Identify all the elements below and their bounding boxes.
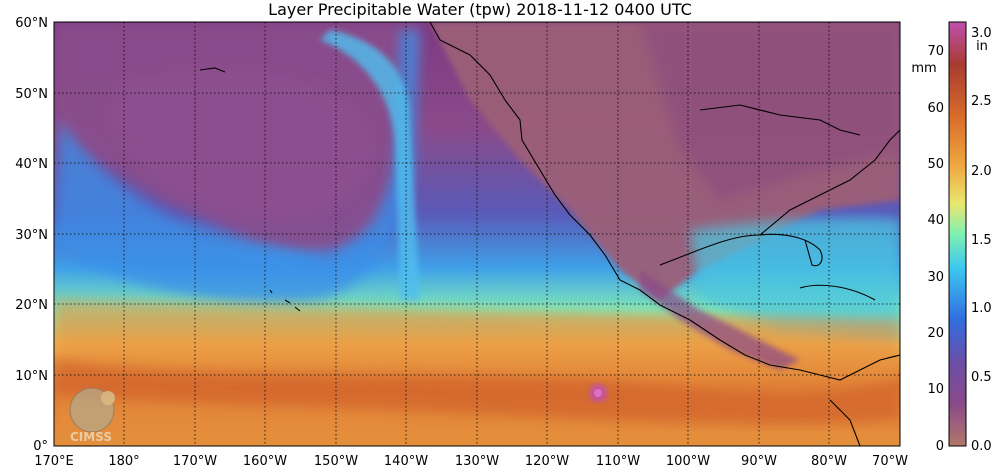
- mm-tick: 0: [936, 439, 944, 454]
- lon-label: 80°W: [811, 454, 847, 469]
- mm-tick: 20: [927, 326, 944, 341]
- lon-label: 90°W: [741, 454, 777, 469]
- in-ticks: 3.0 2.5 2.0 1.5 1.0 0.5 0.0: [971, 26, 992, 454]
- lat-label: 30°N: [15, 228, 48, 243]
- lon-label: 130°W: [455, 454, 499, 469]
- mm-tick: 50: [927, 157, 944, 172]
- lon-label: 170°E: [34, 454, 74, 469]
- lon-label: 70°W: [872, 454, 908, 469]
- in-tick: 1.5: [971, 233, 992, 248]
- lat-label: 10°N: [15, 369, 48, 384]
- lon-label: 150°W: [314, 454, 358, 469]
- in-tick: 0.5: [971, 370, 992, 385]
- map-frame: [53, 21, 901, 447]
- mm-tick: 40: [927, 213, 944, 228]
- colorbar-gradient: [948, 21, 967, 447]
- lon-label: 100°W: [666, 454, 710, 469]
- colorbar-mm-unit: mm: [911, 61, 936, 76]
- in-tick: 2.0: [971, 164, 992, 179]
- in-tick: 0.0: [971, 439, 992, 454]
- in-tick: 3.0: [971, 26, 992, 41]
- mm-ticks: 70 60 50 40 30 20 10 0: [927, 44, 944, 454]
- mm-tick: 70: [927, 44, 944, 59]
- lat-label: 0°: [33, 439, 48, 454]
- mm-tick: 30: [927, 270, 944, 285]
- colorbar: mm in 70 60 50 40 30 20 10 0 3.0 2.5 2.0…: [911, 21, 992, 454]
- lat-label: 50°N: [15, 87, 48, 102]
- lat-label: 20°N: [15, 298, 48, 313]
- coastline-overlay: [199, 22, 900, 446]
- longitude-labels: 170°E 180° 170°W 160°W 150°W 140°W 130°W…: [34, 454, 908, 469]
- lon-label: 160°W: [243, 454, 287, 469]
- lat-label: 40°N: [15, 157, 48, 172]
- latitude-labels: 60°N 50°N 40°N 30°N 20°N 10°N 0°: [15, 16, 48, 454]
- lon-label: 140°W: [384, 454, 428, 469]
- lon-label: 180°: [108, 454, 139, 469]
- lon-label: 110°W: [596, 454, 640, 469]
- lon-label: 120°W: [525, 454, 569, 469]
- map-title: Layer Precipitable Water (tpw) 2018-11-1…: [268, 0, 692, 19]
- colorbar-in-unit: in: [976, 39, 988, 54]
- mm-tick: 60: [927, 101, 944, 116]
- watermark-text: CIMSS: [70, 430, 112, 444]
- graticule: [54, 22, 900, 446]
- in-tick: 1.0: [971, 301, 992, 316]
- lon-label: 170°W: [173, 454, 217, 469]
- cimss-logo: CIMSS: [69, 387, 115, 444]
- lat-label: 60°N: [15, 16, 48, 31]
- mm-tick: 10: [927, 382, 944, 397]
- in-tick: 2.5: [971, 94, 992, 109]
